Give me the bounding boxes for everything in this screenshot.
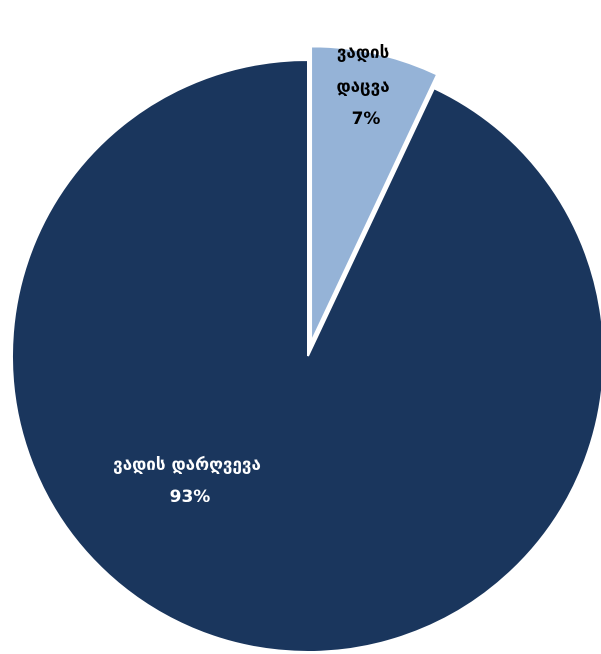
slice-vadis-datsva <box>310 45 439 343</box>
slice-vadis-darghveva <box>11 58 601 653</box>
slice-label-vadis-darghveva: ვადის დარღვევა 93% <box>113 455 267 507</box>
slice-label-vadis-datsva: ვადის დაცვა 7% <box>336 43 395 129</box>
